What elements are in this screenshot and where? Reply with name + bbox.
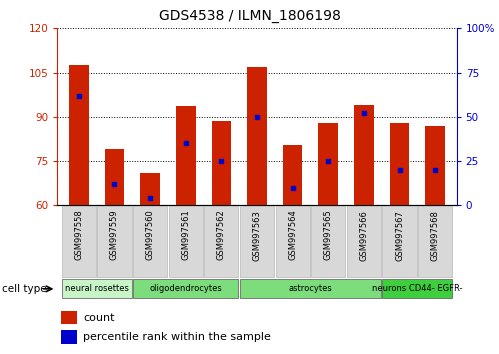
Bar bbox=[212, 121, 231, 205]
FancyBboxPatch shape bbox=[418, 206, 452, 277]
Bar bbox=[61, 311, 77, 324]
FancyBboxPatch shape bbox=[382, 279, 452, 298]
Text: GSM997560: GSM997560 bbox=[146, 210, 155, 261]
FancyBboxPatch shape bbox=[240, 206, 274, 277]
Text: GSM997567: GSM997567 bbox=[395, 210, 404, 261]
Bar bbox=[318, 123, 338, 205]
Text: count: count bbox=[83, 313, 115, 323]
Bar bbox=[105, 149, 124, 205]
Text: GSM997563: GSM997563 bbox=[252, 210, 261, 261]
Text: GSM997562: GSM997562 bbox=[217, 210, 226, 261]
Text: neural rosettes: neural rosettes bbox=[65, 284, 129, 293]
FancyBboxPatch shape bbox=[62, 279, 132, 298]
Bar bbox=[247, 67, 267, 205]
Bar bbox=[69, 65, 89, 205]
Text: astrocytes: astrocytes bbox=[288, 284, 332, 293]
FancyBboxPatch shape bbox=[133, 279, 239, 298]
Bar bbox=[283, 145, 302, 205]
FancyBboxPatch shape bbox=[240, 279, 381, 298]
Bar bbox=[390, 123, 409, 205]
FancyBboxPatch shape bbox=[347, 206, 381, 277]
FancyBboxPatch shape bbox=[275, 206, 310, 277]
Text: cell type: cell type bbox=[2, 284, 47, 294]
Bar bbox=[61, 330, 77, 344]
FancyBboxPatch shape bbox=[311, 206, 345, 277]
Bar bbox=[425, 126, 445, 205]
Bar bbox=[354, 105, 374, 205]
FancyBboxPatch shape bbox=[97, 206, 132, 277]
Text: GSM997561: GSM997561 bbox=[181, 210, 190, 261]
Text: oligodendrocytes: oligodendrocytes bbox=[149, 284, 222, 293]
FancyBboxPatch shape bbox=[62, 206, 96, 277]
Text: GSM997568: GSM997568 bbox=[431, 210, 440, 261]
FancyBboxPatch shape bbox=[204, 206, 239, 277]
Text: GSM997564: GSM997564 bbox=[288, 210, 297, 261]
FancyBboxPatch shape bbox=[382, 206, 417, 277]
FancyBboxPatch shape bbox=[133, 206, 167, 277]
Bar bbox=[140, 173, 160, 205]
Text: GSM997565: GSM997565 bbox=[324, 210, 333, 261]
Text: percentile rank within the sample: percentile rank within the sample bbox=[83, 332, 271, 342]
Bar bbox=[176, 107, 196, 205]
Text: GDS4538 / ILMN_1806198: GDS4538 / ILMN_1806198 bbox=[159, 9, 340, 23]
FancyBboxPatch shape bbox=[169, 206, 203, 277]
Text: GSM997559: GSM997559 bbox=[110, 210, 119, 260]
Text: neurons CD44- EGFR-: neurons CD44- EGFR- bbox=[372, 284, 463, 293]
Text: GSM997558: GSM997558 bbox=[74, 210, 83, 261]
Text: GSM997566: GSM997566 bbox=[359, 210, 368, 261]
